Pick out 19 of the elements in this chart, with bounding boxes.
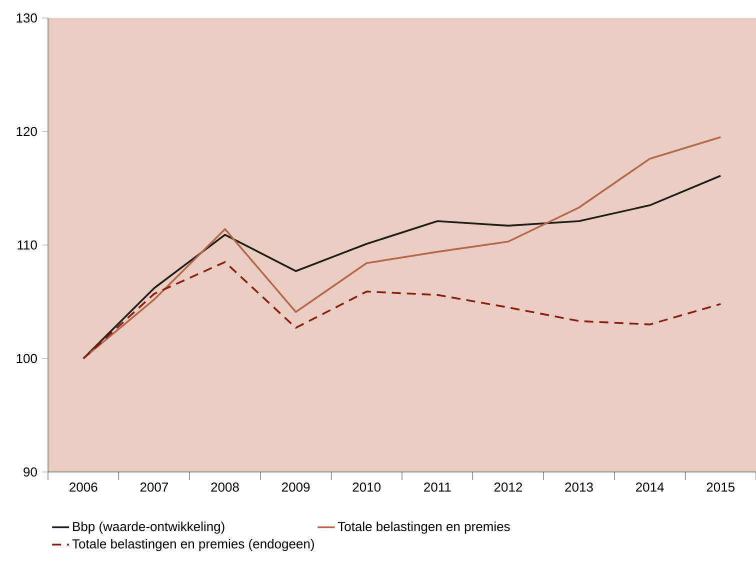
x-tick-label: 2010 [352,482,381,492]
legend-label: Bbp (waarde-ontwikkeling) [73,522,224,534]
y-tick-label: 100 [16,354,37,364]
x-tick-label: 2011 [424,482,451,492]
x-tick-label: 2014 [636,482,664,492]
y-tick-label: 120 [16,126,37,136]
legend-label: Totale belastingen en premies (endogeen) [72,538,314,552]
line-series [82,261,722,360]
x-tick-label: 2008 [211,482,239,492]
x-tick-label: 2007 [140,482,168,492]
x-tick-label: 2006 [70,482,98,492]
x-tick-label: 2009 [282,482,310,492]
x-tick-label: 2012 [494,482,522,492]
y-tick-label: 130 [16,13,37,23]
x-tick-label: 2015 [706,482,735,492]
legend-label: Totale belastingen en premies [338,522,510,534]
y-tick-label: 110 [18,240,37,250]
x-tick-label: 2013 [565,482,593,492]
y-tick-label: 90 [24,467,37,477]
